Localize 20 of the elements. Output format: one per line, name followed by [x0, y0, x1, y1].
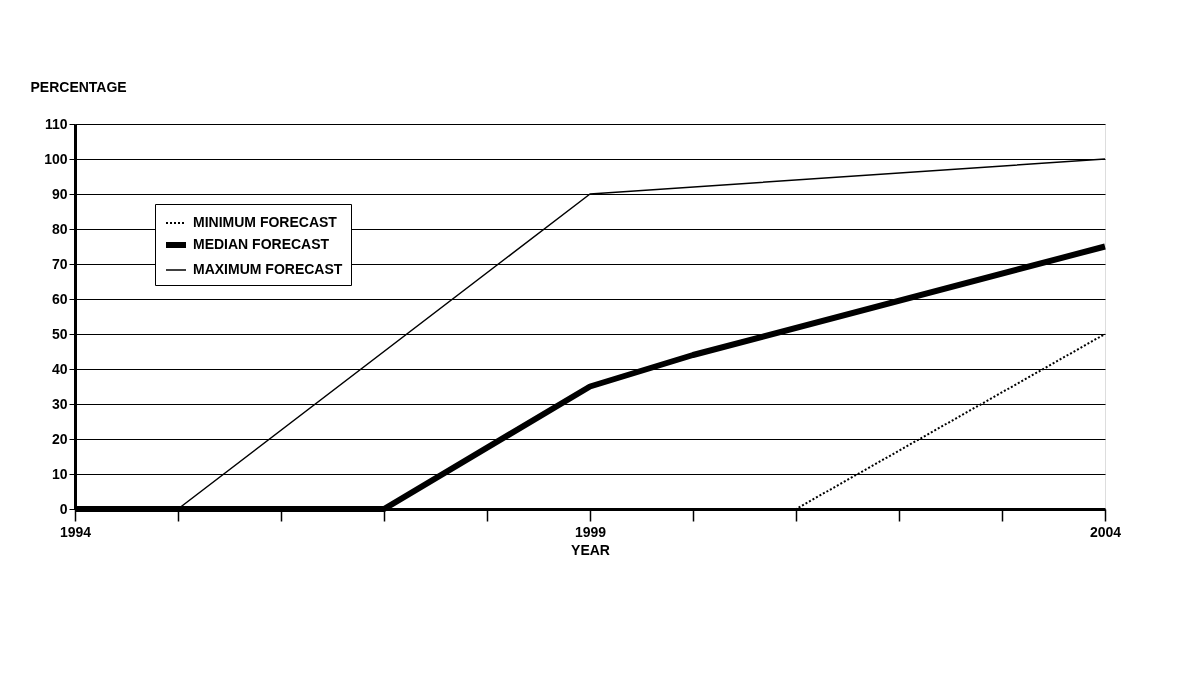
legend-label: MINIMUM FORECAST: [193, 214, 338, 230]
y-tick-label: 10: [51, 465, 68, 482]
y-tick-label: 70: [51, 255, 68, 272]
y-tick-label: 30: [51, 395, 68, 412]
y-tick-label: 20: [51, 430, 68, 447]
x-tick-label: 1999: [574, 523, 607, 540]
y-axis-title: PERCENTAGE: [30, 78, 127, 95]
x-tick-label: 1994: [59, 523, 92, 540]
legend-label: MEDIAN FORECAST: [193, 236, 330, 252]
y-tick-label: 110: [44, 115, 68, 132]
y-tick-label: 80: [51, 220, 68, 237]
x-axis-title: YEAR: [571, 541, 610, 558]
y-tick-label: 60: [51, 290, 68, 307]
y-tick-label: 100: [44, 150, 68, 167]
legend-label: MAXIMUM FORECAST: [193, 261, 343, 277]
y-tick-label: 90: [51, 185, 68, 202]
x-tick-label: 2004: [1089, 523, 1122, 540]
y-tick-label: 40: [51, 360, 68, 377]
y-tick-label: 0: [59, 500, 68, 517]
y-tick-label: 50: [51, 325, 68, 342]
